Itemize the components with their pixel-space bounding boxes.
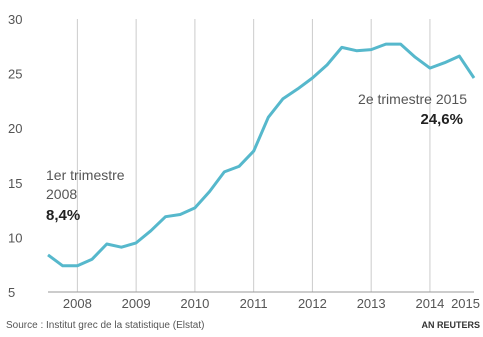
vertical-gridlines — [76, 19, 431, 292]
y-tick-label: 25 — [8, 67, 22, 82]
annotation-end-value: 24,6% — [420, 111, 463, 128]
annotation-start-line2: 2008 — [46, 186, 77, 202]
x-tick-label: 2015 — [451, 296, 480, 311]
x-tick-label: 2012 — [298, 296, 327, 311]
y-tick-label: 5 — [8, 285, 15, 300]
x-tick-label: 2013 — [357, 296, 386, 311]
source-note: Source : Institut grec de la statistique… — [6, 320, 205, 331]
x-tick-label: 2010 — [180, 296, 209, 311]
agency-credit: AN REUTERS — [421, 320, 480, 330]
y-tick-label: 20 — [8, 121, 22, 136]
x-tick-label: 2014 — [415, 296, 444, 311]
unemployment-line-chart: 5 10 15 20 25 30 2008 2009 2010 2011 2012 2013 2014… — [8, 12, 480, 311]
y-axis-ticks: 5 10 15 20 25 30 — [8, 12, 22, 300]
annotation-start-value: 8,4% — [46, 207, 80, 224]
x-tick-label: 2009 — [122, 296, 151, 311]
chart-footer: Source : Institut grec de la statistique… — [6, 320, 480, 334]
y-tick-label: 10 — [8, 230, 22, 245]
x-tick-label: 2008 — [63, 296, 92, 311]
y-tick-label: 15 — [8, 176, 22, 191]
annotation-start-line1: 1er trimestre — [46, 167, 125, 183]
annotation-end-line1: 2e trimestre 2015 — [358, 91, 467, 107]
y-tick-label: 30 — [8, 12, 22, 27]
x-axis-ticks: 2008 2009 2010 2011 2012 2013 2014 2015 — [63, 296, 480, 311]
series-line — [47, 42, 476, 268]
x-tick-label: 2011 — [240, 296, 268, 311]
